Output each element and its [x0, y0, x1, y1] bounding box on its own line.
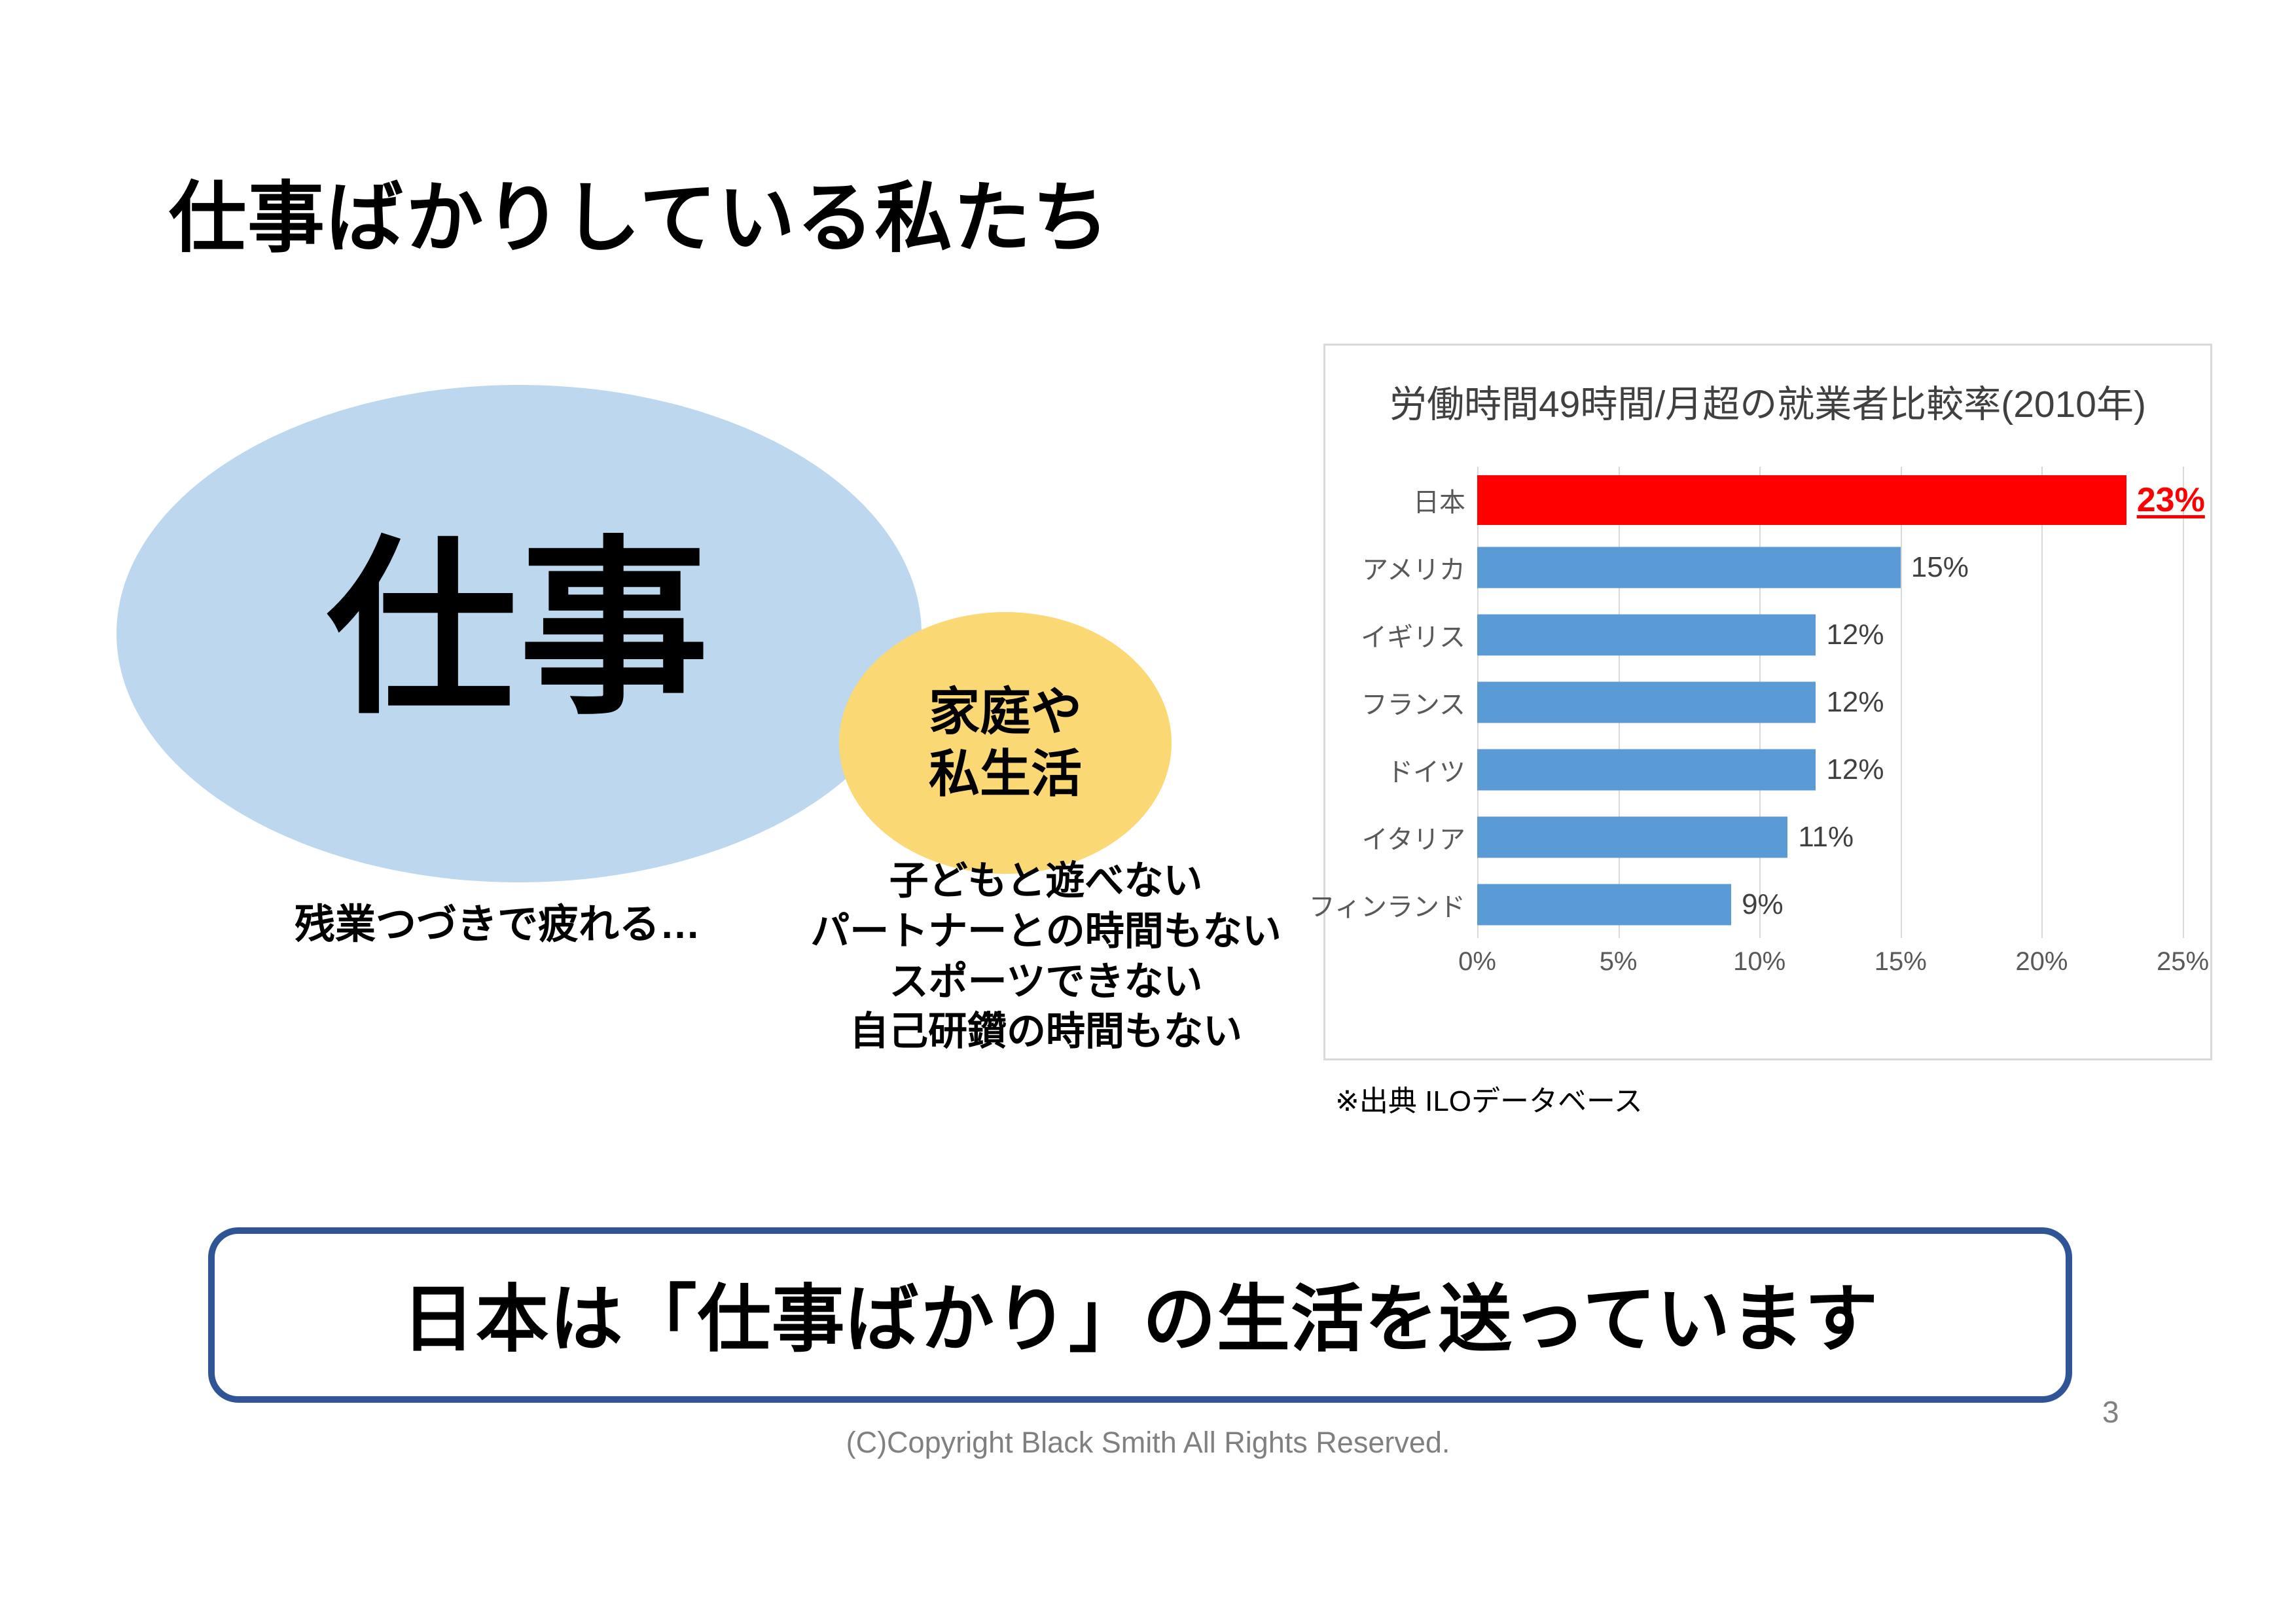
chart-x-tick: 25% [2156, 947, 2210, 976]
work-bubble: 仕事 [117, 385, 922, 882]
chart-bar-row: イギリス 12% [1361, 602, 2183, 669]
life-bubble-label-line: 家庭や [928, 682, 1082, 740]
chart-bar [1477, 681, 1816, 723]
work-bubble-caption: 残業つづきで疲れる… [294, 902, 700, 947]
chart-value-label: 12% [1826, 685, 1884, 718]
chart-bar-row: アメリカ 15% [1362, 534, 2183, 602]
chart-gridline [1900, 467, 1902, 938]
page-title: 仕事ばかりしている私たち [169, 175, 1111, 262]
chart-bar-row: 日本 23% [1413, 467, 2205, 534]
chart-bar-row: ドイツ 12% [1387, 736, 2183, 803]
chart-x-tick: 15% [1874, 947, 1927, 976]
chart-value-label: 11% [1798, 820, 1854, 853]
chart-value-label: 15% [1910, 551, 1969, 584]
footer-copyright: (C)Copyright Black Smith All Rights Rese… [846, 1426, 1450, 1459]
chart-bar-row: イタリア 11% [1362, 803, 2183, 871]
life-bubble: 家庭や 私生活 [839, 612, 1172, 874]
chart-x-tick: 0% [1458, 947, 1496, 976]
life-bubble-label-line: 私生活 [928, 745, 1082, 803]
chart-source-note: ※出典 ILOデータベース [1335, 1085, 1643, 1117]
chart-category-label: ドイツ [1387, 757, 1465, 787]
chart-gridline [2041, 467, 2043, 938]
chart-value-label: 9% [1742, 888, 1784, 920]
chart-plot-area: 日本 23% アメリカ 15% イギリス 12% フランス 12% ドイツ 12% イタリア 11% フ… [1309, 467, 2209, 976]
conclusion-text: 日本は「仕事ばかり」の生活を送っています [401, 1278, 1879, 1360]
chart-category-label: フランス [1361, 690, 1465, 719]
chart-category-label: フィンランド [1308, 892, 1465, 922]
life-caption-line: 子どもと遊べない [889, 859, 1203, 903]
chart-category-label: 日本 [1413, 488, 1465, 518]
life-bubble-label: 家庭や 私生活 [839, 681, 1172, 805]
chart-bar [1477, 614, 1816, 656]
page-number: 3 [2102, 1395, 2119, 1429]
life-bubble-caption: 子どもと遊べない パートナーとの時間もない スポーツできない 自己研鑽の時間もな… [778, 856, 1314, 1057]
chart-bar [1477, 475, 2126, 526]
chart-gridline [2183, 467, 2184, 938]
chart-value-label: 23% [2136, 481, 2205, 520]
work-bubble-label: 仕事 [327, 524, 711, 736]
chart-x-tick: 20% [2015, 947, 2068, 976]
chart-x-tick: 5% [1599, 947, 1638, 976]
life-caption-line: パートナーとの時間もない [810, 909, 1282, 953]
life-caption-line: 自己研鑽の時間もない [850, 1009, 1242, 1054]
chart-value-label: 12% [1826, 619, 1884, 651]
conclusion-box: 日本は「仕事ばかり」の生活を送っています [208, 1227, 2072, 1403]
chart-bar [1477, 749, 1816, 791]
chart-x-tick: 10% [1733, 947, 1786, 976]
chart-panel: 労働時間49時間/月超の就業者比較率(2010年) 日本 23% アメリカ 15% イギ… [1309, 344, 2212, 1060]
chart-bar-row: フィンランド 9% [1309, 871, 2183, 938]
chart-bar [1477, 547, 1901, 588]
chart-value-label: 12% [1826, 753, 1884, 785]
chart-bar [1477, 816, 1788, 858]
life-caption-line: スポーツできない [889, 959, 1203, 1003]
chart-category-label: イギリス [1361, 623, 1465, 653]
chart-title: 労働時間49時間/月超の就業者比較率(2010年) [1389, 384, 2146, 425]
chart-bar-row: フランス 12% [1361, 669, 2183, 736]
chart-category-label: イタリア [1361, 825, 1465, 854]
chart-bar [1477, 884, 1732, 926]
chart-x-axis: 0% 5% 10% 15% 20% 25% [1458, 938, 2209, 984]
chart-category-label: アメリカ [1362, 556, 1465, 585]
